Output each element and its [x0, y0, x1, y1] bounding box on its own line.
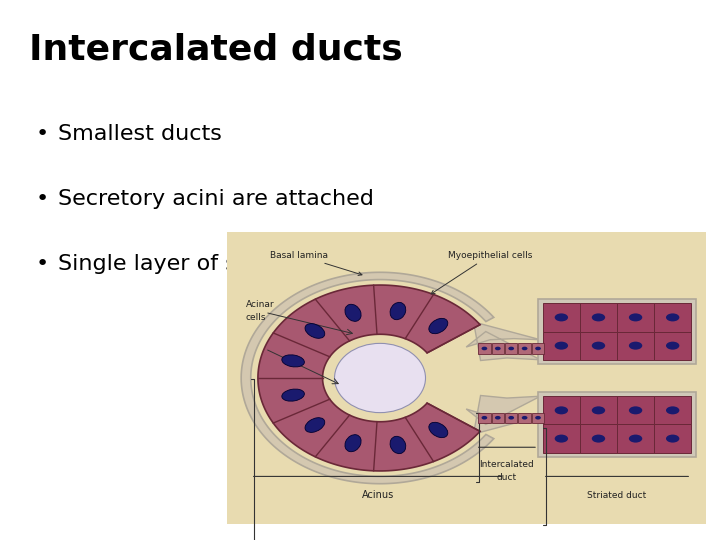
Polygon shape	[467, 395, 541, 434]
Ellipse shape	[554, 313, 568, 321]
Text: Intercalated: Intercalated	[480, 460, 534, 469]
Ellipse shape	[592, 342, 606, 350]
FancyBboxPatch shape	[492, 413, 504, 423]
Ellipse shape	[282, 355, 305, 367]
FancyBboxPatch shape	[580, 303, 617, 332]
FancyBboxPatch shape	[538, 392, 696, 457]
FancyBboxPatch shape	[617, 396, 654, 424]
Ellipse shape	[282, 389, 305, 401]
Ellipse shape	[482, 416, 487, 420]
Text: •: •	[36, 189, 49, 209]
Ellipse shape	[629, 342, 642, 350]
Ellipse shape	[305, 323, 325, 339]
Ellipse shape	[554, 435, 568, 443]
Ellipse shape	[495, 416, 500, 420]
FancyBboxPatch shape	[532, 343, 544, 354]
FancyBboxPatch shape	[478, 343, 490, 354]
FancyBboxPatch shape	[580, 332, 617, 360]
FancyBboxPatch shape	[227, 232, 706, 524]
FancyBboxPatch shape	[580, 396, 617, 424]
Text: Secretory acini are attached: Secretory acini are attached	[58, 189, 374, 209]
FancyBboxPatch shape	[532, 413, 544, 423]
Ellipse shape	[522, 416, 528, 420]
FancyBboxPatch shape	[654, 332, 691, 360]
Ellipse shape	[535, 347, 541, 350]
Ellipse shape	[345, 305, 361, 321]
Ellipse shape	[629, 406, 642, 414]
Ellipse shape	[629, 313, 642, 321]
FancyBboxPatch shape	[543, 303, 580, 332]
Polygon shape	[258, 285, 480, 471]
Ellipse shape	[666, 406, 680, 414]
Ellipse shape	[508, 347, 514, 350]
FancyBboxPatch shape	[518, 413, 531, 423]
Ellipse shape	[390, 436, 406, 454]
Ellipse shape	[554, 342, 568, 350]
Ellipse shape	[592, 406, 606, 414]
Text: Basal lamina: Basal lamina	[269, 251, 362, 275]
Ellipse shape	[429, 422, 448, 437]
FancyBboxPatch shape	[543, 332, 580, 360]
FancyBboxPatch shape	[543, 396, 580, 424]
Text: •: •	[36, 254, 49, 274]
Ellipse shape	[629, 435, 642, 443]
FancyBboxPatch shape	[538, 299, 696, 364]
FancyBboxPatch shape	[478, 413, 490, 423]
Text: Intercalated ducts: Intercalated ducts	[29, 32, 402, 66]
Ellipse shape	[666, 435, 680, 443]
Ellipse shape	[390, 302, 406, 320]
Ellipse shape	[522, 347, 528, 350]
FancyBboxPatch shape	[617, 303, 654, 332]
Text: Acinus: Acinus	[361, 490, 394, 500]
Text: Single layer of small cuboidal cells: Single layer of small cuboidal cells	[58, 254, 443, 274]
FancyBboxPatch shape	[505, 343, 518, 354]
FancyBboxPatch shape	[617, 332, 654, 360]
Ellipse shape	[592, 313, 606, 321]
Ellipse shape	[495, 347, 500, 350]
FancyBboxPatch shape	[580, 424, 617, 453]
Text: Smallest ducts: Smallest ducts	[58, 124, 222, 144]
Ellipse shape	[508, 416, 514, 420]
Ellipse shape	[666, 342, 680, 350]
Text: •: •	[36, 124, 49, 144]
Ellipse shape	[305, 417, 325, 433]
Text: cells: cells	[246, 313, 266, 322]
Ellipse shape	[335, 343, 426, 413]
Ellipse shape	[666, 313, 680, 321]
Ellipse shape	[554, 406, 568, 414]
Polygon shape	[467, 322, 541, 361]
Text: Striated duct: Striated duct	[588, 491, 647, 500]
FancyBboxPatch shape	[492, 343, 504, 354]
Text: duct: duct	[497, 473, 517, 482]
Polygon shape	[241, 272, 494, 484]
FancyBboxPatch shape	[505, 413, 518, 423]
FancyBboxPatch shape	[654, 303, 691, 332]
Ellipse shape	[345, 435, 361, 451]
FancyBboxPatch shape	[654, 396, 691, 424]
FancyBboxPatch shape	[617, 424, 654, 453]
FancyBboxPatch shape	[543, 424, 580, 453]
Text: Acinar: Acinar	[246, 300, 274, 309]
Ellipse shape	[592, 435, 606, 443]
Text: Myoepithelial cells: Myoepithelial cells	[431, 251, 532, 294]
Ellipse shape	[535, 416, 541, 420]
FancyBboxPatch shape	[654, 424, 691, 453]
Ellipse shape	[429, 319, 448, 334]
FancyBboxPatch shape	[518, 343, 531, 354]
Ellipse shape	[482, 347, 487, 350]
